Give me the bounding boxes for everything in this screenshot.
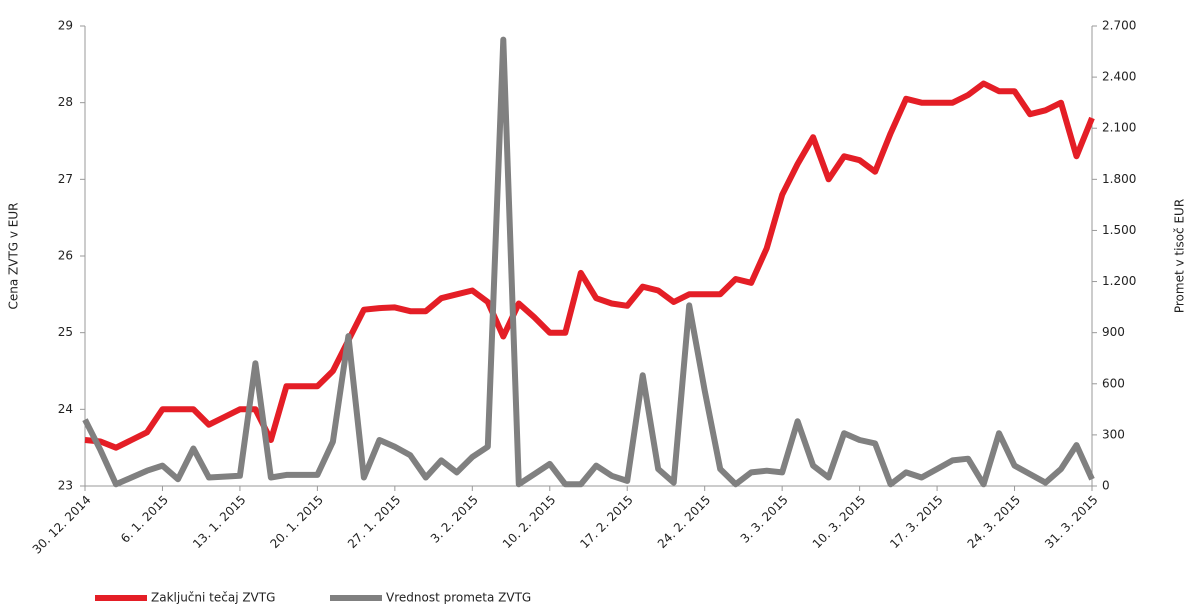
x-tick-label: 17. 3. 2015 — [887, 493, 945, 551]
y2-tick-label: 300 — [1102, 427, 1125, 441]
y-tick-label: 27 — [58, 172, 73, 186]
x-tick-label: 3. 3. 2015 — [738, 493, 791, 546]
y2-axis-title: Promet v tisoč EUR — [1173, 199, 1187, 313]
y-tick-label: 29 — [58, 19, 73, 33]
y2-tick-label: 2.400 — [1102, 70, 1136, 84]
y-axis-title: Cena ZVTG v EUR — [7, 202, 21, 309]
series-line — [82, 36, 1095, 488]
x-tick-label: 31. 3. 2015 — [1042, 493, 1100, 551]
y2-tick-label: 1.500 — [1102, 223, 1136, 237]
y-tick-label: 26 — [58, 249, 73, 263]
x-tick-label: 20. 1. 2015 — [268, 493, 326, 551]
y-tick-label: 28 — [58, 95, 73, 109]
x-tick-label: 30. 12. 2014 — [30, 493, 94, 557]
x-tick-label: 10. 2. 2015 — [500, 493, 558, 551]
y2-tick-label: 0 — [1102, 479, 1110, 493]
y-tick-label: 24 — [58, 402, 73, 416]
series-line — [84, 80, 1095, 451]
x-tick-label: 10. 3. 2015 — [810, 493, 868, 551]
x-tick-label: 27. 1. 2015 — [345, 493, 403, 551]
legend-label: Zaključni tečaj ZVTG — [151, 591, 275, 605]
y2-tick-label: 1.200 — [1102, 274, 1136, 288]
legend-label: Vrednost prometa ZVTG — [386, 591, 531, 605]
x-tick-label: 3. 2. 2015 — [428, 493, 481, 546]
y2-tick-label: 1.800 — [1102, 172, 1136, 186]
y2-tick-label: 900 — [1102, 325, 1125, 339]
x-tick-label: 17. 2. 2015 — [577, 493, 635, 551]
x-tick-label: 13. 1. 2015 — [190, 493, 248, 551]
y2-tick-label: 2.700 — [1102, 19, 1136, 33]
x-tick-label: 24. 3. 2015 — [965, 493, 1023, 551]
x-tick-label: 6. 1. 2015 — [118, 493, 171, 546]
y-tick-label: 25 — [58, 325, 73, 339]
x-tick-label: 24. 2. 2015 — [655, 493, 713, 551]
y2-tick-label: 2.100 — [1102, 121, 1136, 135]
y2-tick-label: 600 — [1102, 376, 1125, 390]
y-tick-label: 23 — [58, 479, 73, 493]
